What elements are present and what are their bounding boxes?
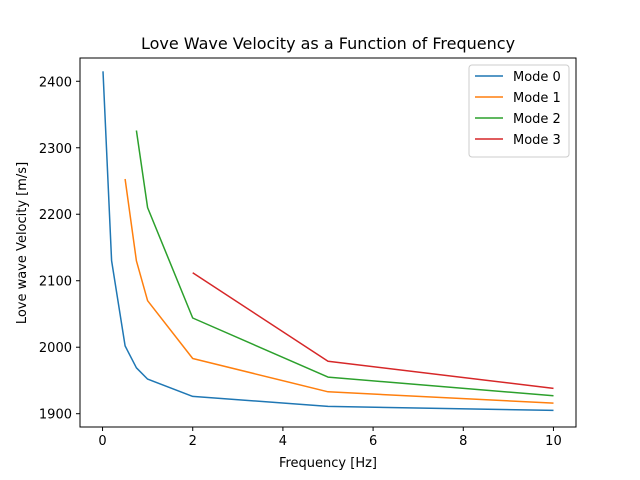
x-tick-label: 8 <box>459 434 467 449</box>
axes-frame <box>79 57 577 428</box>
y-axis-label: Love wave Velocity [m/s] <box>15 162 30 324</box>
series-line-mode-0 <box>102 71 554 412</box>
x-tick-label: 2 <box>189 434 197 449</box>
x-tick-label: 10 <box>545 434 562 449</box>
y-tick-label: 2000 <box>39 341 72 356</box>
x-tick-label: 4 <box>279 434 287 449</box>
series-lines <box>102 71 554 412</box>
series-line-mode-3 <box>192 272 554 390</box>
legend: Mode 0 Mode 1 Mode 2 Mode 3 <box>468 64 570 158</box>
x-tick-label: 6 <box>369 434 377 449</box>
chart-title: Love Wave Velocity as a Function of Freq… <box>141 34 515 53</box>
x-axis-label: Frequency [Hz] <box>279 456 377 471</box>
axis-ticks: 0 2 4 6 8 10 1900 2000 2100 2200 2300 2400 <box>39 75 562 449</box>
y-tick-label: 1900 <box>39 408 72 423</box>
series-line-mode-1 <box>124 178 554 404</box>
y-tick-label: 2100 <box>39 275 72 290</box>
y-tick-label: 2400 <box>39 75 72 90</box>
series-line-mode-2 <box>135 130 554 397</box>
legend-label: Mode 1 <box>513 91 561 106</box>
legend-label: Mode 2 <box>513 112 561 127</box>
y-tick-label: 2200 <box>39 208 72 223</box>
legend-box <box>468 64 570 158</box>
legend-label: Mode 0 <box>513 70 561 85</box>
x-tick-label: 0 <box>98 434 106 449</box>
y-tick-label: 2300 <box>39 142 72 157</box>
legend-label: Mode 3 <box>513 133 561 148</box>
